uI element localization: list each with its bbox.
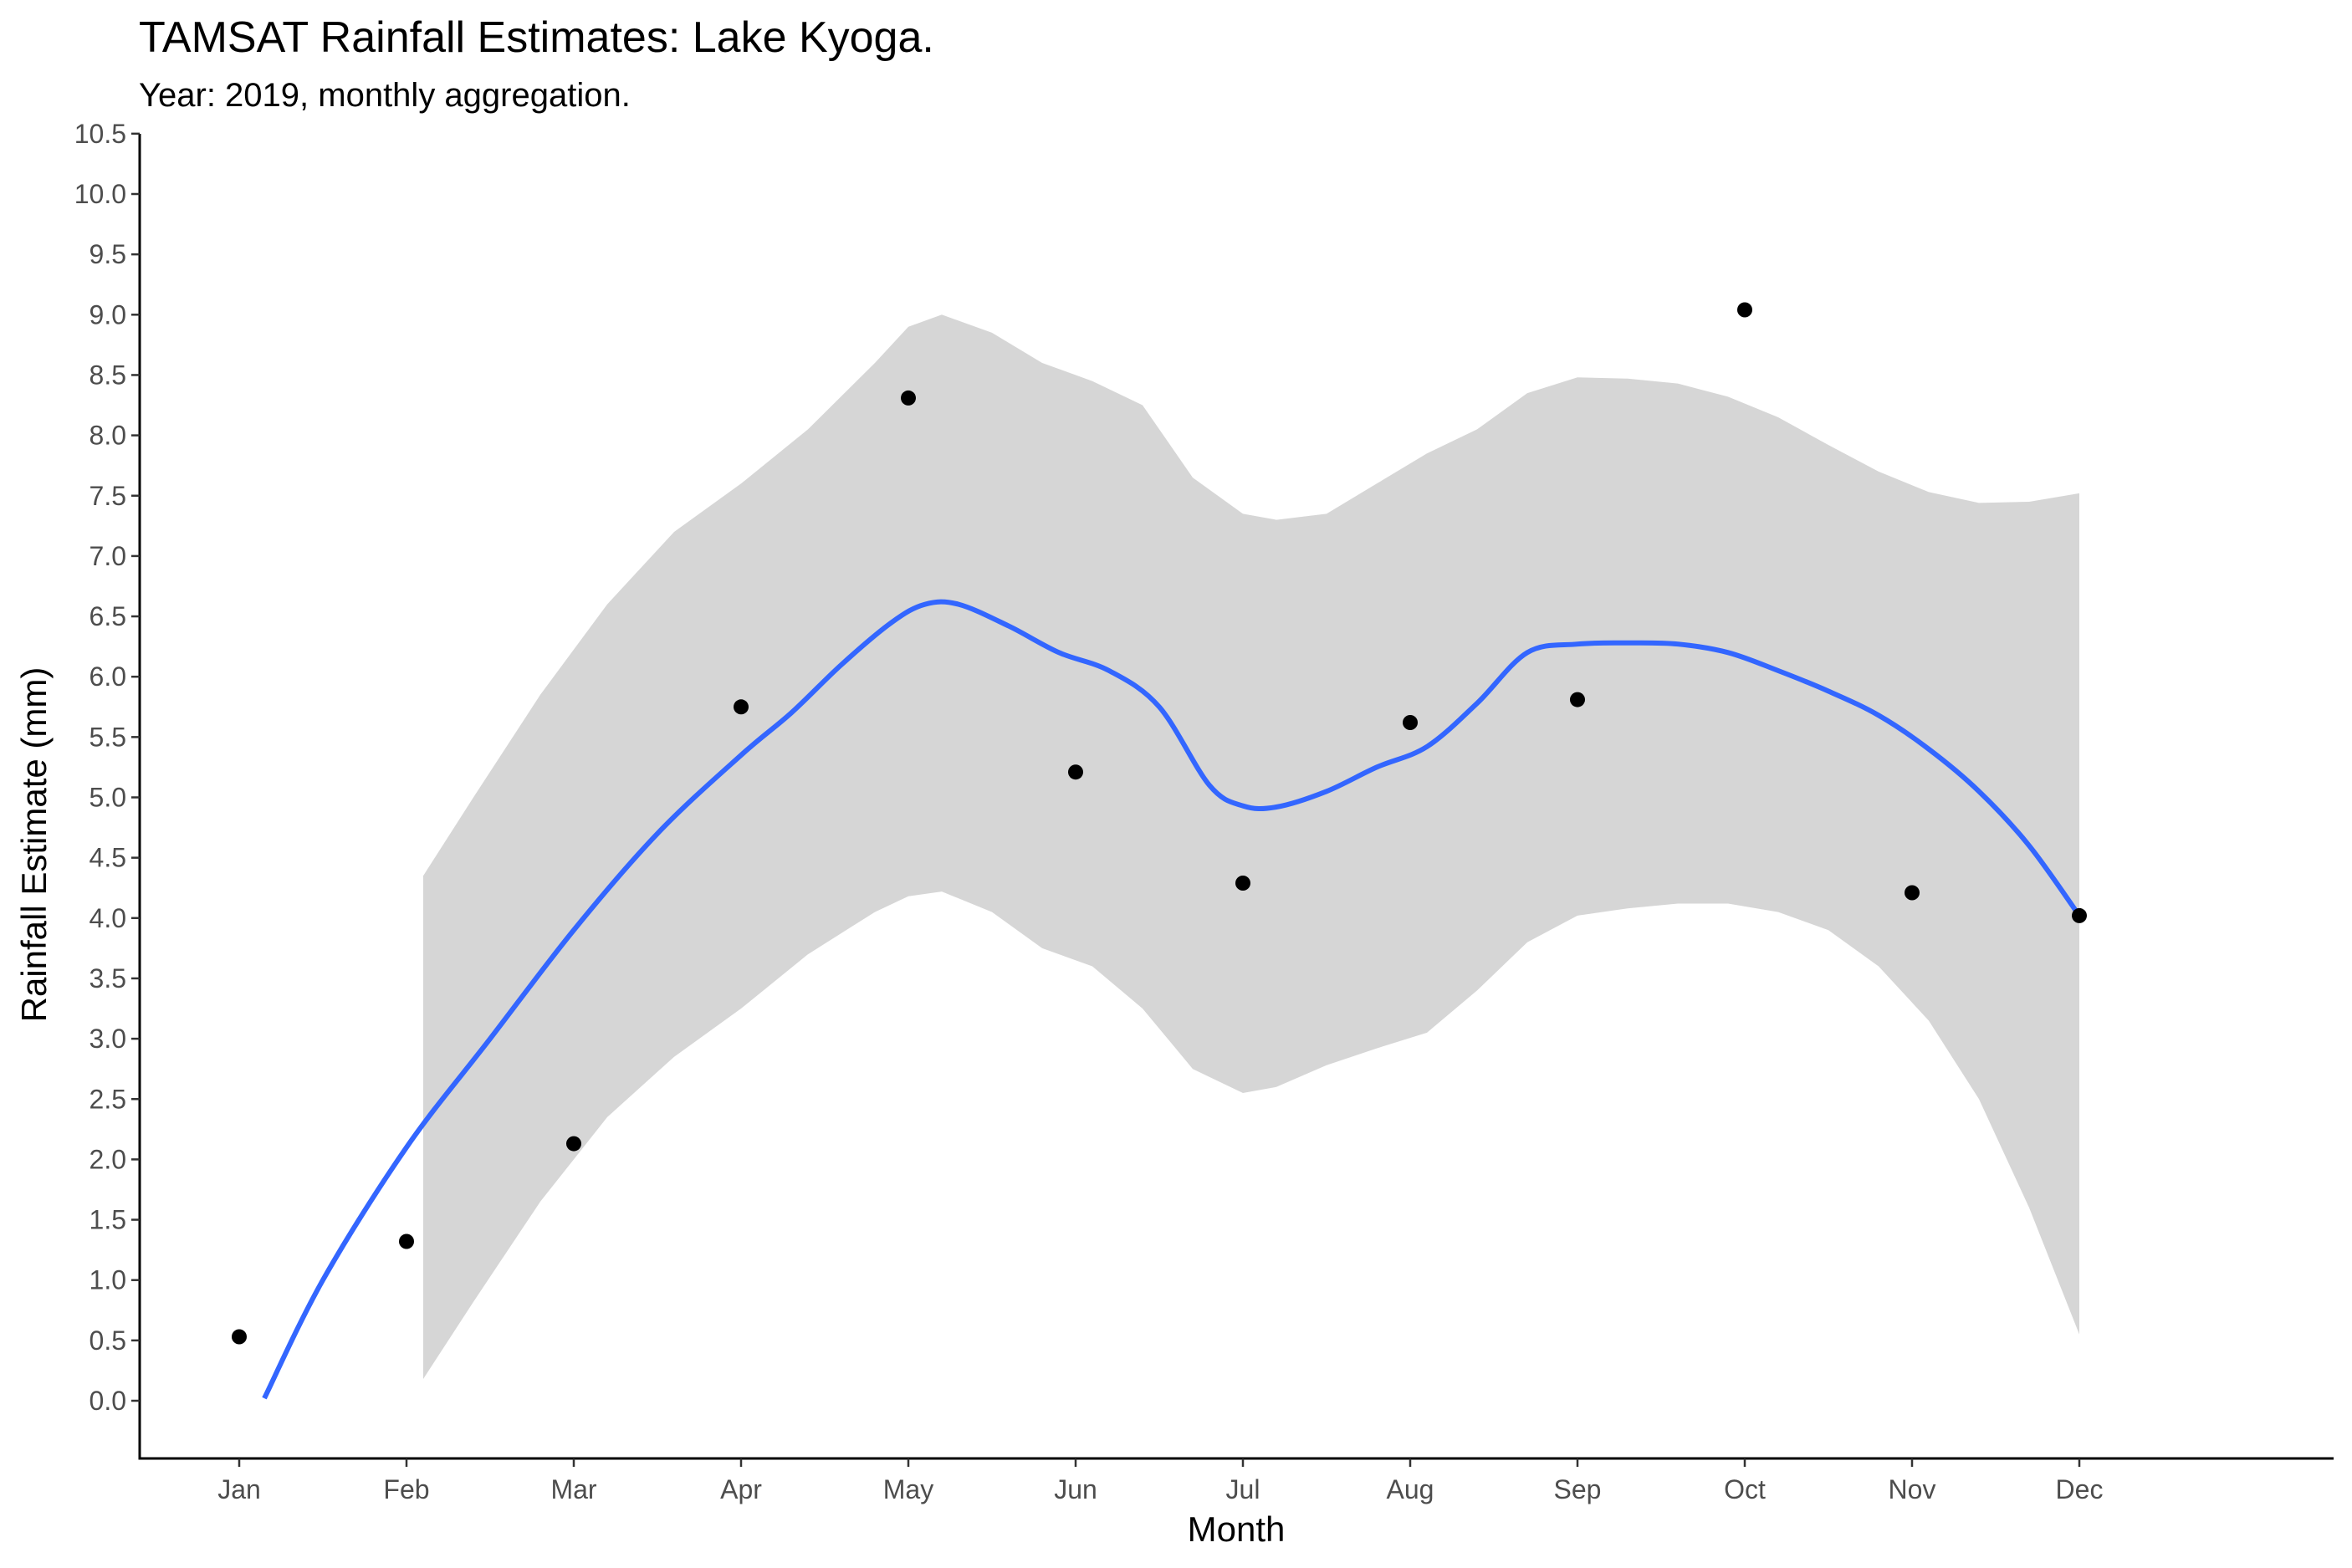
y-tick-label: 8.0 <box>89 421 126 451</box>
y-tick-label: 0.0 <box>89 1386 126 1416</box>
y-tick-label: 7.0 <box>89 541 126 571</box>
data-point-oct <box>1737 302 1752 318</box>
y-tick-label: 5.5 <box>89 722 126 752</box>
y-tick-label: 10.0 <box>74 179 126 209</box>
x-tick-label-nov: Nov <box>1889 1474 1936 1504</box>
y-tick-label: 10.5 <box>74 119 126 149</box>
confidence-band <box>423 314 2079 1379</box>
x-tick-label-jul: Jul <box>1226 1474 1260 1504</box>
x-tick-label-may: May <box>883 1474 933 1504</box>
y-axis-title: Rainfall Estimate (mm) <box>14 667 54 1023</box>
y-tick-label: 8.5 <box>89 360 126 390</box>
x-tick-label-oct: Oct <box>1724 1474 1766 1504</box>
y-tick-label: 0.5 <box>89 1325 126 1356</box>
x-tick-label-jun: Jun <box>1054 1474 1097 1504</box>
x-tick-label-jan: Jan <box>217 1474 261 1504</box>
x-tick-label-apr: Apr <box>720 1474 762 1504</box>
y-tick-label: 1.5 <box>89 1205 126 1235</box>
y-tick-label: 6.0 <box>89 661 126 692</box>
data-point-feb <box>399 1233 414 1249</box>
chart-subtitle: Year: 2019, monthly aggregation. <box>139 77 631 114</box>
data-point-apr <box>734 699 749 715</box>
data-point-mar <box>566 1136 581 1152</box>
chart-title: TAMSAT Rainfall Estimates: Lake Kyoga. <box>139 13 934 62</box>
data-point-jul <box>1235 876 1250 891</box>
x-tick-label-sep: Sep <box>1554 1474 1602 1504</box>
y-tick-label: 4.0 <box>89 903 126 933</box>
y-tick-label: 2.0 <box>89 1144 126 1174</box>
x-tick-label-feb: Feb <box>383 1474 429 1504</box>
data-point-aug <box>1403 715 1418 730</box>
y-tick-label: 3.5 <box>89 963 126 993</box>
x-axis-title: Month <box>1188 1509 1286 1549</box>
y-tick-label: 4.5 <box>89 843 126 873</box>
y-tick-label: 1.0 <box>89 1265 126 1295</box>
data-point-nov <box>1905 885 1920 901</box>
data-point-sep <box>1570 692 1585 707</box>
y-tick-label: 5.0 <box>89 783 126 813</box>
data-point-jan <box>232 1329 247 1345</box>
y-tick-label: 6.5 <box>89 601 126 631</box>
x-tick-label-mar: Mar <box>550 1474 596 1504</box>
smooth-line <box>262 599 2082 1400</box>
y-tick-label: 9.0 <box>89 299 126 329</box>
x-tick-label-aug: Aug <box>1387 1474 1434 1504</box>
y-tick-label: 2.5 <box>89 1084 126 1114</box>
y-tick-label: 9.5 <box>89 239 126 269</box>
y-tick-label: 3.0 <box>89 1024 126 1054</box>
x-tick-label-dec: Dec <box>2056 1474 2104 1504</box>
y-tick-label: 7.5 <box>89 481 126 511</box>
data-point-dec <box>2072 907 2087 923</box>
plot-area: 0.0 0.5 1.0 1.5 2.0 2.5 3.0 3.5 4.0 4.5 5.0 5.5 6.0 6… <box>74 119 2334 1504</box>
data-point-may <box>901 390 916 406</box>
data-point-jun <box>1068 764 1083 780</box>
